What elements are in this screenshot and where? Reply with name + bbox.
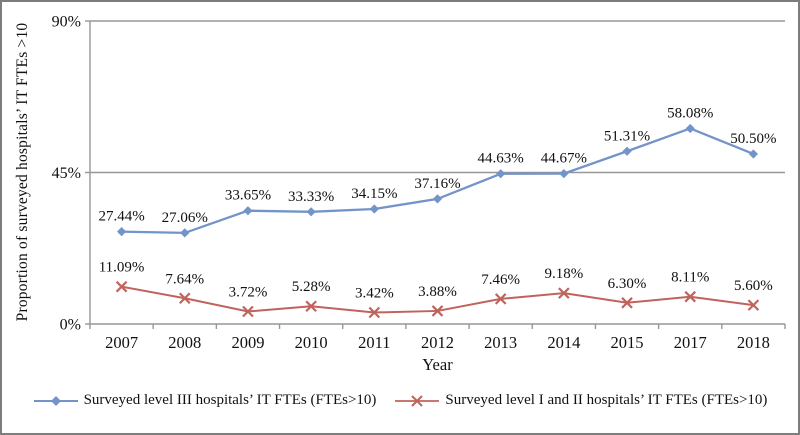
data-point-label: 58.08% <box>667 105 713 121</box>
data-point-marker <box>178 292 191 305</box>
data-point-marker <box>494 293 507 305</box>
data-point-label: 7.64% <box>165 271 204 287</box>
data-point-marker <box>116 227 127 237</box>
data-point-marker <box>558 287 570 299</box>
y-tick-label: 45% <box>52 165 81 182</box>
data-point-label: 44.63% <box>478 151 524 167</box>
data-point-marker <box>685 123 695 134</box>
x-tick-label: 2015 <box>611 333 644 352</box>
data-point-label: 3.42% <box>355 285 394 301</box>
data-point-label: 34.15% <box>351 186 397 202</box>
data-point-marker <box>368 306 381 319</box>
data-point-marker <box>684 290 697 303</box>
x-tick-label: 2011 <box>358 333 390 352</box>
x-tick-label: 2009 <box>231 333 264 352</box>
data-point-label: 5.60% <box>734 278 773 294</box>
data-point-marker <box>431 305 444 317</box>
data-point-label: 44.67% <box>541 151 587 167</box>
data-point-label: 6.30% <box>608 276 647 292</box>
x-tick-label: 2010 <box>295 333 328 352</box>
data-point-marker <box>432 194 443 204</box>
x-tick-label: 2013 <box>484 333 517 352</box>
data-point-marker <box>305 300 317 313</box>
data-point-label: 8.11% <box>671 270 709 286</box>
data-point-marker <box>242 305 254 318</box>
data-point-label: 33.33% <box>288 189 334 205</box>
data-point-marker <box>180 228 190 238</box>
data-point-label: 27.44% <box>98 209 144 225</box>
legend-label-level-i-ii: Surveyed level I and II hospitals’ IT FT… <box>445 392 768 408</box>
data-point-label: 51.31% <box>604 128 650 144</box>
data-point-label: 3.88% <box>418 284 457 300</box>
x-tick-label: 2017 <box>674 333 707 352</box>
data-point-marker <box>747 299 760 311</box>
data-point-label: 7.46% <box>481 272 520 288</box>
data-point-marker <box>369 204 379 214</box>
legend-label-level-iii: Surveyed level III hospitals’ IT FTEs (F… <box>83 392 377 408</box>
data-point-marker <box>243 206 253 216</box>
legend-item-level-iii: Surveyed level III hospitals’ IT FTEs (F… <box>33 392 377 409</box>
data-point-label: 27.06% <box>162 210 208 226</box>
legend-marker-x-icon <box>395 394 440 407</box>
data-point-label: 37.16% <box>414 176 460 192</box>
data-point-label: 5.28% <box>292 279 331 295</box>
data-point-label: 11.09% <box>99 260 145 276</box>
x-tick-label: 2018 <box>737 333 770 352</box>
data-point-marker <box>115 280 128 293</box>
x-tick-label: 2014 <box>547 333 580 352</box>
data-point-label: 9.18% <box>544 266 583 282</box>
data-point-marker <box>621 297 633 309</box>
data-point-marker <box>748 149 759 159</box>
data-point-marker <box>306 207 316 217</box>
x-tick-label: 2007 <box>105 333 138 352</box>
y-tick-label: 90% <box>52 14 81 31</box>
y-tick-label: 0% <box>60 317 81 334</box>
x-axis-title: Year <box>422 355 453 374</box>
data-point-marker <box>496 169 506 179</box>
legend: Surveyed level III hospitals’ IT FTEs (F… <box>2 392 798 409</box>
data-point-label: 3.72% <box>229 284 268 300</box>
x-tick-label: 2008 <box>168 333 201 352</box>
legend-item-level-i-ii: Surveyed level I and II hospitals’ IT FT… <box>394 392 767 409</box>
plot-area: 0% 45% 90% 2007 2008 2009 2010 2011 2012 2013 2014… <box>52 14 786 374</box>
x-tick-label: 2012 <box>421 333 454 352</box>
data-point-label: 33.65% <box>225 188 271 204</box>
data-point-marker <box>622 146 632 156</box>
data-point-marker <box>559 169 569 179</box>
data-point-label: 50.50% <box>730 131 776 147</box>
legend-marker-diamond-icon <box>33 395 78 406</box>
